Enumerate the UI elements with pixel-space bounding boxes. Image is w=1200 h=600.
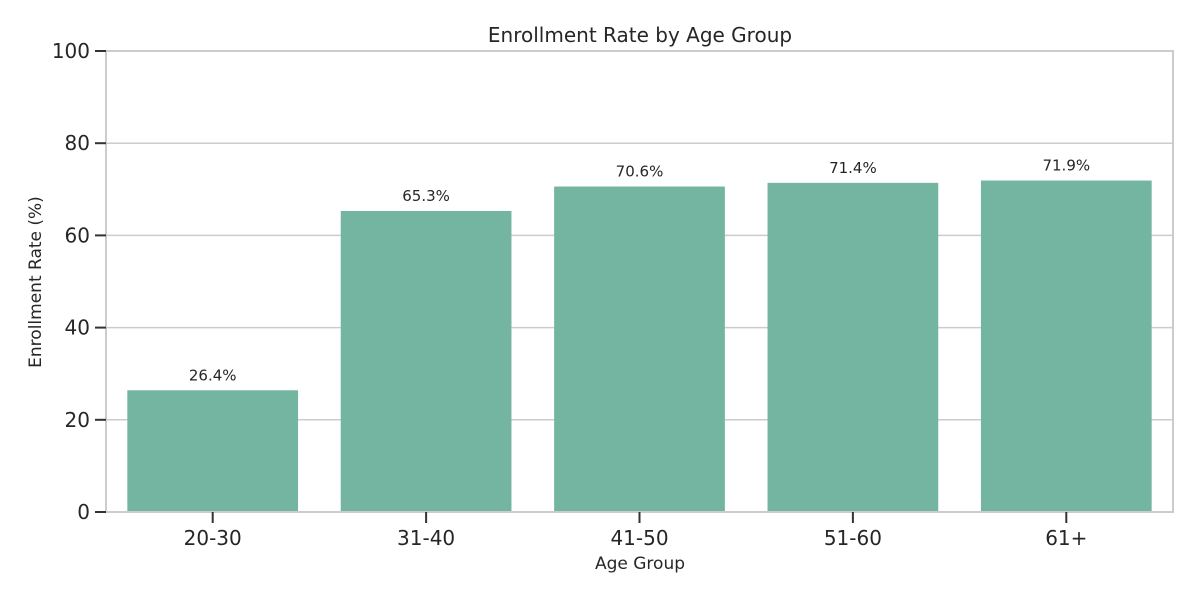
data-label: 65.3%	[402, 187, 450, 205]
x-tick-label: 31-40	[397, 526, 455, 550]
y-tick-label: 100	[52, 39, 90, 63]
y-tick-label: 0	[77, 500, 90, 524]
data-label: 71.9%	[1042, 157, 1090, 175]
x-tick-label: 51-60	[824, 526, 882, 550]
bars	[127, 180, 1152, 513]
bar-31-40	[340, 210, 512, 513]
data-label: 70.6%	[616, 163, 664, 181]
x-tick-label: 41-50	[610, 526, 668, 550]
x-axis-label: Age Group	[595, 554, 685, 574]
chart-title: Enrollment Rate by Age Group	[488, 23, 792, 47]
axis-ticks: 0 20 40 60 80 100 20-30 31-40 41-50 51-60 61+	[52, 39, 1088, 550]
y-tick-label: 60	[65, 223, 90, 247]
y-axis-label: Enrollment Rate (%)	[26, 196, 46, 368]
y-tick-label: 20	[65, 408, 90, 432]
x-tick-label: 20-30	[184, 526, 242, 550]
data-labels: 26.4% 65.3% 70.6% 71.4% 71.9%	[189, 157, 1090, 385]
x-tick-label: 61+	[1045, 526, 1087, 550]
bar-61+	[980, 180, 1152, 512]
bar-51-60	[767, 182, 939, 512]
bar-41-50	[554, 186, 725, 512]
data-label: 71.4%	[829, 159, 877, 177]
bar-20-30	[127, 390, 299, 512]
data-label: 26.4%	[189, 366, 237, 384]
y-tick-label: 80	[65, 131, 90, 155]
y-tick-label: 40	[65, 316, 90, 340]
